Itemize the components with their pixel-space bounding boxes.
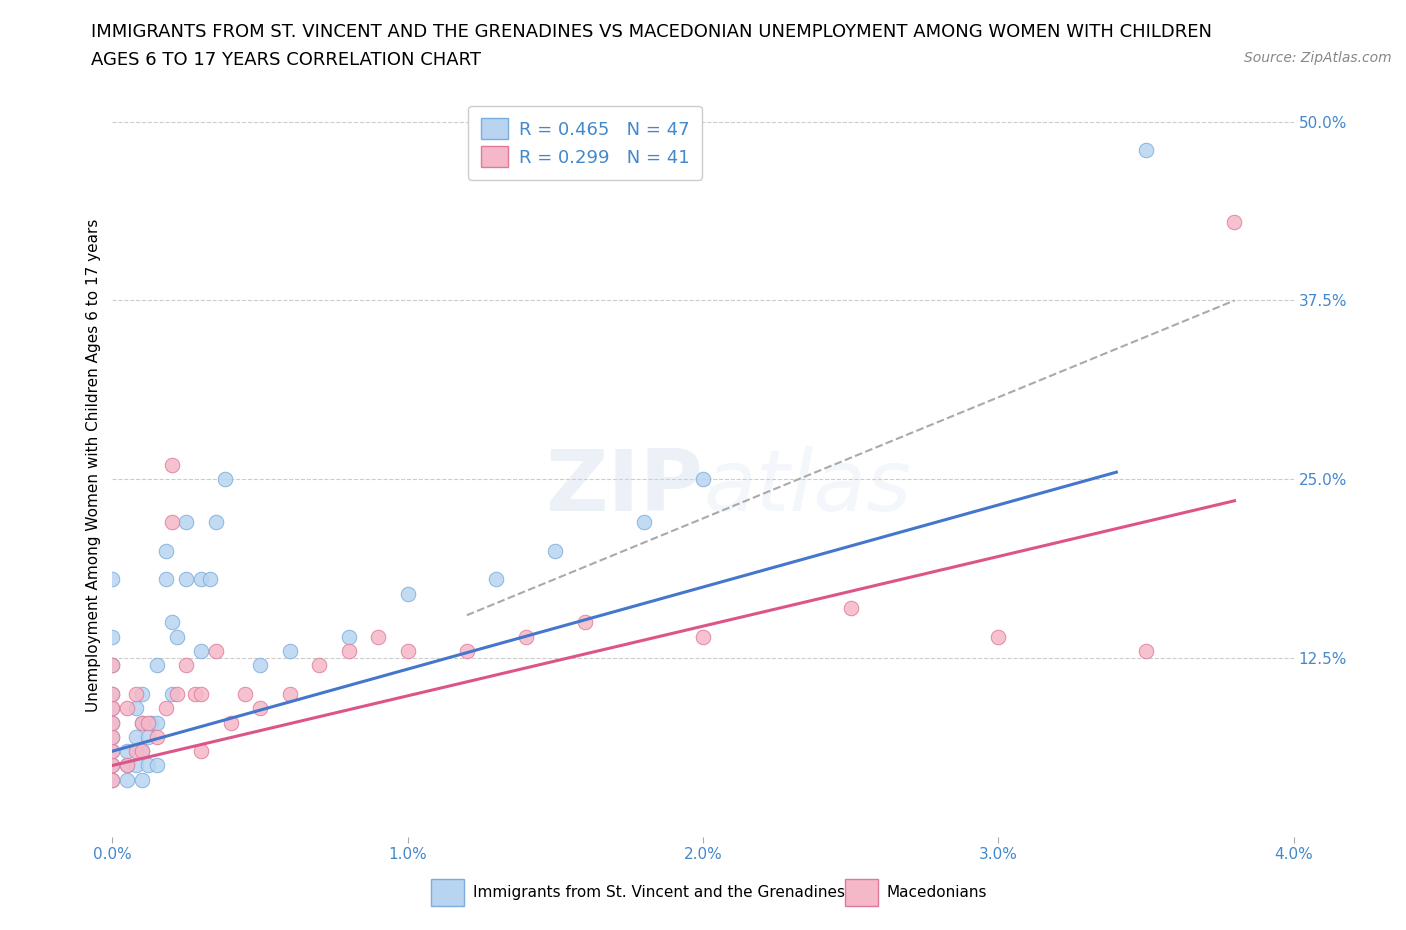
Point	[101, 758, 124, 773]
Point	[101, 630, 124, 644]
Point	[160, 686, 183, 701]
Point	[367, 630, 389, 644]
Point	[692, 472, 714, 486]
Point	[1223, 214, 1246, 229]
Point	[139, 715, 162, 730]
Point	[117, 772, 138, 787]
Point	[174, 515, 197, 530]
Point	[125, 758, 148, 773]
Point	[278, 686, 301, 701]
Point	[101, 715, 124, 730]
Point	[101, 701, 124, 716]
Point	[101, 572, 124, 587]
Point	[190, 572, 212, 587]
Point	[155, 701, 177, 716]
Point	[214, 472, 236, 486]
Point	[308, 658, 330, 672]
Point	[125, 686, 148, 701]
Point	[160, 458, 183, 472]
Point	[101, 729, 124, 744]
Point	[174, 658, 197, 672]
Point	[219, 715, 242, 730]
Point	[278, 644, 301, 658]
Text: Macedonians: Macedonians	[886, 885, 987, 900]
Point	[125, 744, 148, 759]
Point	[101, 701, 124, 716]
Point	[131, 715, 153, 730]
Point	[101, 772, 124, 787]
Point	[117, 744, 138, 759]
Point	[146, 729, 169, 744]
Point	[131, 686, 153, 701]
Point	[155, 572, 177, 587]
Point	[101, 758, 124, 773]
Text: atlas: atlas	[703, 445, 911, 529]
Point	[205, 644, 228, 658]
Point	[101, 658, 124, 672]
Point	[233, 686, 256, 701]
Point	[160, 515, 183, 530]
Point	[249, 658, 271, 672]
Point	[146, 715, 169, 730]
Point	[337, 644, 360, 658]
Point	[117, 758, 138, 773]
Point	[131, 744, 153, 759]
Point	[117, 701, 138, 716]
Text: Source: ZipAtlas.com: Source: ZipAtlas.com	[1244, 51, 1392, 65]
Point	[485, 572, 508, 587]
Point	[155, 543, 177, 558]
Point	[337, 630, 360, 644]
Point	[101, 658, 124, 672]
Point	[101, 744, 124, 759]
Text: AGES 6 TO 17 YEARS CORRELATION CHART: AGES 6 TO 17 YEARS CORRELATION CHART	[91, 51, 481, 69]
Point	[136, 758, 159, 773]
Text: Immigrants from St. Vincent and the Grenadines: Immigrants from St. Vincent and the Gren…	[472, 885, 845, 900]
Point	[692, 630, 714, 644]
Point	[190, 744, 212, 759]
Point	[136, 729, 159, 744]
Point	[633, 515, 655, 530]
Text: ZIP: ZIP	[546, 445, 703, 529]
Point	[146, 758, 169, 773]
Point	[574, 615, 596, 630]
Point	[166, 630, 188, 644]
Point	[1135, 143, 1157, 158]
Point	[1135, 644, 1157, 658]
Point	[101, 729, 124, 744]
Point	[101, 772, 124, 787]
Point	[174, 572, 197, 587]
Point	[117, 758, 138, 773]
Point	[166, 686, 188, 701]
Point	[101, 686, 124, 701]
Point	[456, 644, 478, 658]
Point	[198, 572, 221, 587]
Point	[515, 630, 537, 644]
Point	[184, 686, 207, 701]
Point	[131, 715, 153, 730]
Point	[544, 543, 567, 558]
FancyBboxPatch shape	[432, 880, 464, 906]
Legend: R = 0.465   N = 47, R = 0.299   N = 41: R = 0.465 N = 47, R = 0.299 N = 41	[468, 106, 702, 180]
Point	[101, 686, 124, 701]
Point	[190, 686, 212, 701]
Point	[249, 701, 271, 716]
Point	[987, 630, 1010, 644]
Point	[146, 658, 169, 672]
FancyBboxPatch shape	[845, 880, 877, 906]
Point	[101, 715, 124, 730]
Point	[839, 601, 862, 616]
Text: IMMIGRANTS FROM ST. VINCENT AND THE GRENADINES VS MACEDONIAN UNEMPLOYMENT AMONG : IMMIGRANTS FROM ST. VINCENT AND THE GREN…	[91, 23, 1212, 41]
Point	[205, 515, 228, 530]
Point	[101, 744, 124, 759]
Point	[125, 701, 148, 716]
Point	[190, 644, 212, 658]
Point	[136, 715, 159, 730]
Point	[396, 586, 419, 601]
Point	[396, 644, 419, 658]
Point	[131, 772, 153, 787]
Point	[125, 729, 148, 744]
Y-axis label: Unemployment Among Women with Children Ages 6 to 17 years: Unemployment Among Women with Children A…	[86, 219, 101, 711]
Point	[160, 615, 183, 630]
Point	[131, 744, 153, 759]
